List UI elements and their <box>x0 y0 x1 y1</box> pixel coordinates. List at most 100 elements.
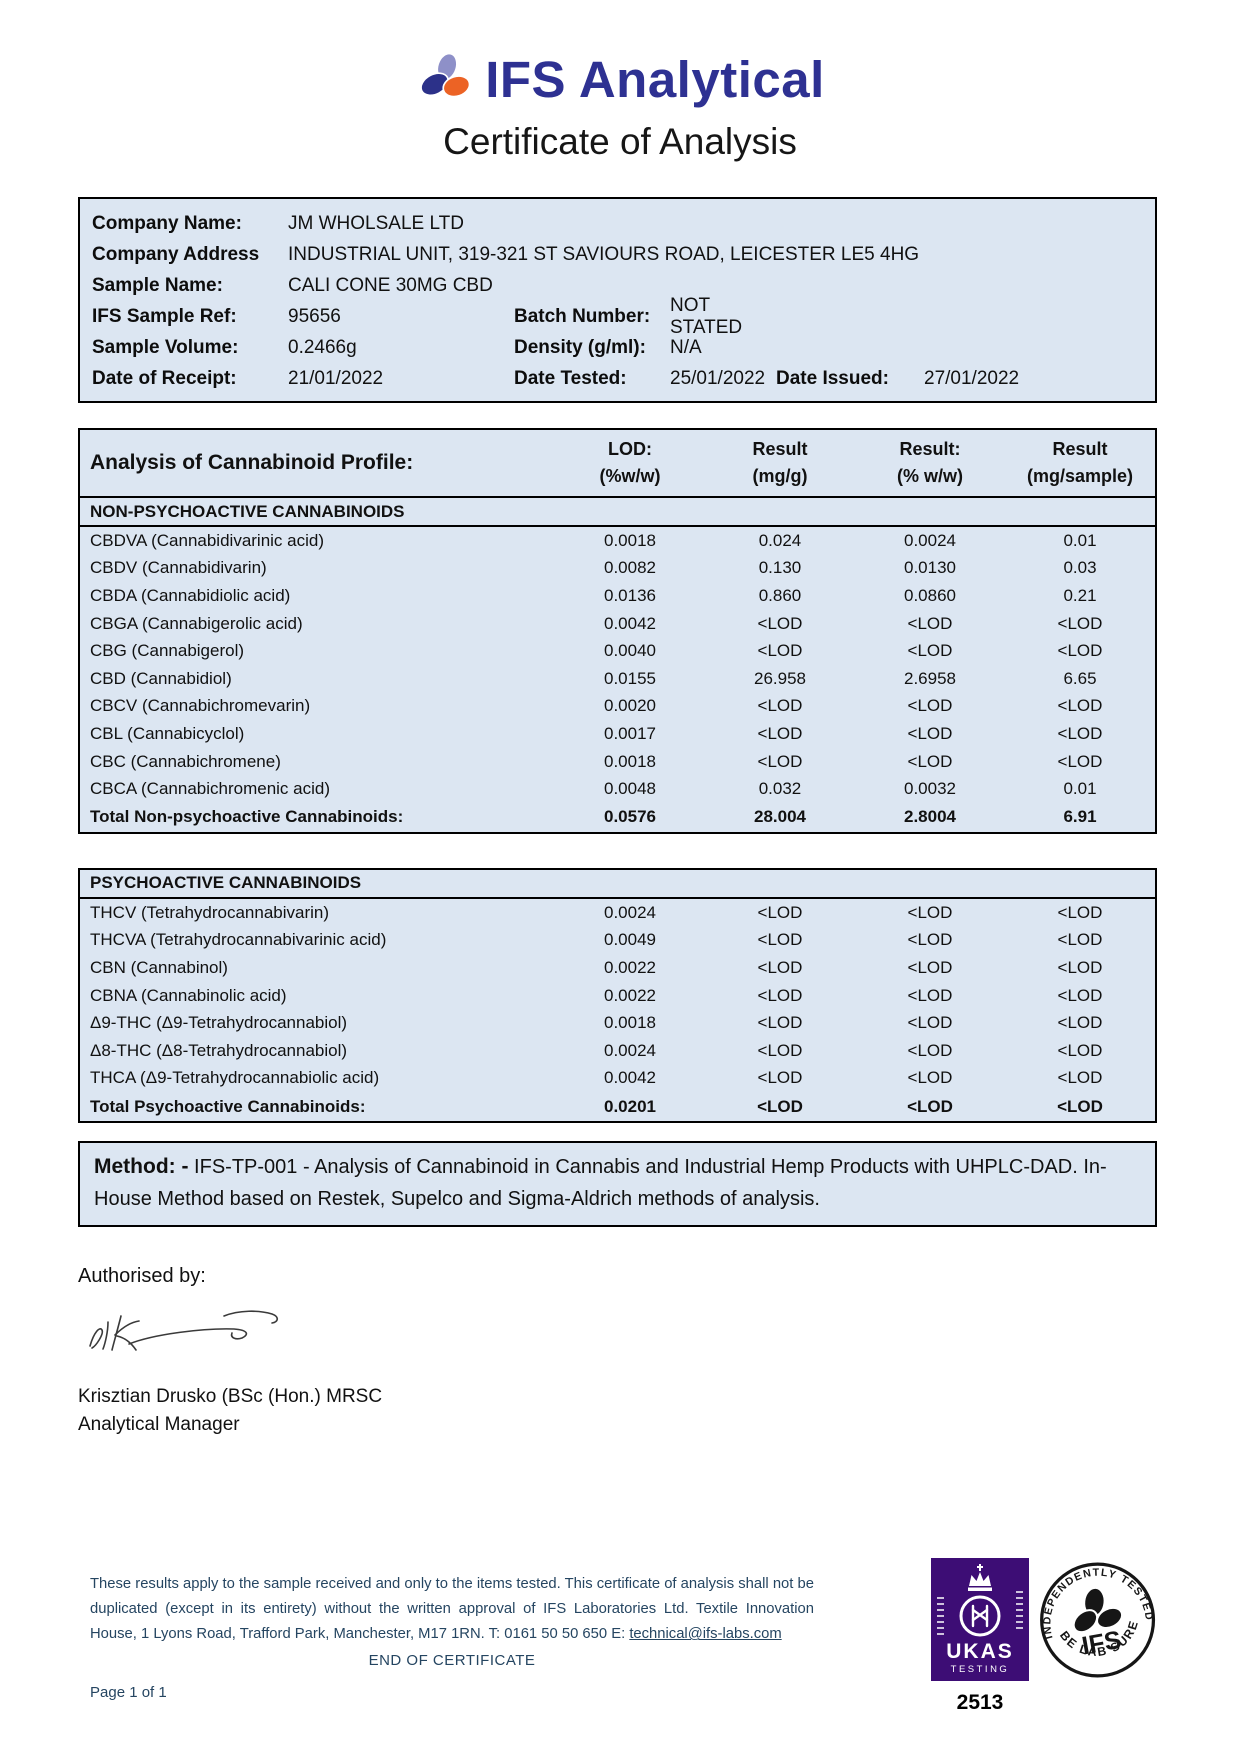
value-cell: <LOD <box>1057 751 1103 771</box>
analyte-name: CBC (Cannabichromene) <box>90 751 281 771</box>
footer-disclaimer: These results apply to the sample receiv… <box>90 1572 814 1647</box>
value-cell: <LOD <box>757 1096 803 1116</box>
analyte-name: THCV (Tetrahydrocannabivarin) <box>90 902 330 922</box>
value-cell: <LOD <box>1057 641 1103 661</box>
value-cell: 0.0032 <box>904 779 956 799</box>
value-cell: <LOD <box>757 696 803 716</box>
ukas-label: UKAS <box>946 1640 1014 1663</box>
info-value: INDUSTRIAL UNIT, 319-321 ST SAVIOURS ROA… <box>288 243 920 265</box>
table-total: Total Non-psychoactive Cannabinoids: 0.05… <box>80 803 1155 832</box>
info-label: Density (g/ml): <box>514 336 646 358</box>
column-header-result-pct: Result: (% w/w) <box>855 430 1005 496</box>
ifs-stamp: INDEPENDENTLY TESTED BE LAB SURE IFS <box>1025 1546 1170 1699</box>
column-header-result-sample: Result (mg/sample) <box>1005 430 1155 496</box>
value-cell: 0.0155 <box>604 668 656 688</box>
value-cell: 0.01 <box>1063 779 1097 799</box>
ukas-accreditation-number: 2513 <box>956 1691 1004 1714</box>
table-row: CBD (Cannabidiol) 0.0155 26.958 2.6958 6.65 <box>80 665 1155 693</box>
value-cell: 0.01 <box>1063 530 1097 550</box>
analyte-name: Δ9-THC (Δ9-Tetrahydrocannabiol) <box>90 1013 348 1033</box>
table-row: Δ9-THC (Δ9-Tetrahydrocannabiol) 0.0018 <LO… <box>80 1009 1155 1037</box>
info-label: Date Issued: <box>776 367 889 389</box>
table-row: THCVA (Tetrahydrocannabivarinic acid) 0.0… <box>80 927 1155 955</box>
sample-info-box: Company Name: JM WHOLSALE LTD Company Addr… <box>78 197 1157 403</box>
info-label: Sample Volume: <box>92 336 239 358</box>
value-cell: 0.0024 <box>904 530 956 550</box>
value-cell: 0.0018 <box>604 751 656 771</box>
analyte-name: CBDV (Cannabidivarin) <box>90 558 267 578</box>
value-cell: <LOD <box>1057 1096 1103 1116</box>
ukas-sublabel: TESTING <box>951 1664 1010 1675</box>
value-cell: 0.0042 <box>604 613 656 633</box>
info-label: Company Name: <box>92 212 242 234</box>
info-value: 21/01/2022 <box>288 367 384 389</box>
table-row: CBCV (Cannabichromevarin) 0.0020 <LOD <LOD <… <box>80 693 1155 721</box>
signature <box>84 1302 1157 1369</box>
column-header-line: (%w/w) <box>599 466 661 486</box>
section-heading-psychoactive: PSYCHOACTIVE CANNABINOIDS <box>80 870 1155 899</box>
analyte-name: CBCA (Cannabichromenic acid) <box>90 779 330 799</box>
ukas-logo-icon: UKAS TESTING <box>931 1558 1029 1681</box>
table-body: CBDVA (Cannabidivarinic acid) 0.0018 0.024… <box>80 527 1155 803</box>
method-box: Method: - IFS-TP-001 - Analysis of Canna… <box>78 1141 1157 1227</box>
value-cell: <LOD <box>757 1040 803 1060</box>
value-cell: 0.0024 <box>604 1040 656 1060</box>
table-total: Total Psychoactive Cannabinoids: 0.0201 <L… <box>80 1092 1155 1121</box>
value-cell: 0.130 <box>758 558 802 578</box>
value-cell: 0.0042 <box>604 1068 656 1088</box>
value-cell: <LOD <box>1057 902 1103 922</box>
value-cell: <LOD <box>907 1040 953 1060</box>
analyte-name: CBDA (Cannabidiolic acid) <box>90 585 291 605</box>
column-header-line: (% w/w) <box>897 466 963 486</box>
value-cell: 0.0040 <box>604 641 656 661</box>
value-cell: <LOD <box>757 1068 803 1088</box>
value-cell: <LOD <box>1057 985 1103 1005</box>
info-value: N/A <box>670 336 702 358</box>
analyte-name: Total Non-psychoactive Cannabinoids: <box>90 807 404 827</box>
value-cell: 28.004 <box>754 807 806 827</box>
value-cell: 2.8004 <box>904 807 956 827</box>
info-value: CALI CONE 30MG CBD <box>288 274 493 296</box>
column-header-line: Result <box>752 439 808 459</box>
value-cell: <LOD <box>907 641 953 661</box>
info-value: JM WHOLSALE LTD <box>288 212 464 234</box>
analyte-name: CBDVA (Cannabidivarinic acid) <box>90 530 325 550</box>
method-label: Method: - <box>94 1155 189 1179</box>
info-row: Sample Volume: 0.2466g Density (g/ml): N/A <box>92 332 1143 363</box>
analyte-name: CBG (Cannabigerol) <box>90 641 245 661</box>
value-cell: <LOD <box>1057 723 1103 743</box>
table-row: CBN (Cannabinol) 0.0022 <LOD <LOD <LOD <box>80 954 1155 982</box>
info-label: Date Tested: <box>514 367 627 389</box>
column-header-line: LOD: <box>608 439 652 459</box>
value-cell: <LOD <box>1057 930 1103 950</box>
signature-scribble <box>89 1310 279 1351</box>
column-header-line: Result: <box>899 439 961 459</box>
value-cell: <LOD <box>1057 613 1103 633</box>
value-cell: 0.032 <box>758 779 802 799</box>
value-cell: 0.21 <box>1063 585 1097 605</box>
table-row: THCV (Tetrahydrocannabivarin) 0.0024 <LOD <… <box>80 899 1155 927</box>
table-row: CBNA (Cannabinolic acid) 0.0022 <LOD <LOD <L… <box>80 982 1155 1010</box>
column-header-result-mgg: Result (mg/g) <box>705 430 855 496</box>
info-value: NOT STATED <box>670 294 743 338</box>
total-row: Total Psychoactive Cannabinoids: 0.0201 <L… <box>80 1092 1155 1121</box>
info-row: IFS Sample Ref: 95656 Batch Number: NOT STA… <box>92 295 1143 338</box>
info-label: Company Address <box>92 243 260 265</box>
table-row: CBL (Cannabicyclol) 0.0017 <LOD <LOD <LOD <box>80 720 1155 748</box>
info-value: 0.2466g <box>288 336 357 358</box>
value-cell: 6.65 <box>1063 668 1097 688</box>
info-row: Company Name: JM WHOLSALE LTD <box>92 208 1143 239</box>
table-row: CBCA (Cannabichromenic acid) 0.0048 0.032 0… <box>80 775 1155 803</box>
section-heading-non-psychoactive: NON-PSYCHOACTIVE CANNABINOIDS <box>80 498 1155 527</box>
cannabinoid-table-psychoactive: PSYCHOACTIVE CANNABINOIDS THCV (Tetrahyd… <box>78 867 1157 1124</box>
analyte-name: Total Psychoactive Cannabinoids: <box>90 1096 366 1116</box>
value-cell: <LOD <box>907 957 953 977</box>
value-cell: <LOD <box>907 696 953 716</box>
value-cell: 0.03 <box>1063 558 1097 578</box>
value-cell: <LOD <box>757 751 803 771</box>
technical-email-link[interactable]: technical@ifs-labs.com <box>629 1626 782 1643</box>
value-cell: 0.0020 <box>604 696 656 716</box>
value-cell: 0.0082 <box>604 558 656 578</box>
value-cell: 6.91 <box>1063 807 1097 827</box>
